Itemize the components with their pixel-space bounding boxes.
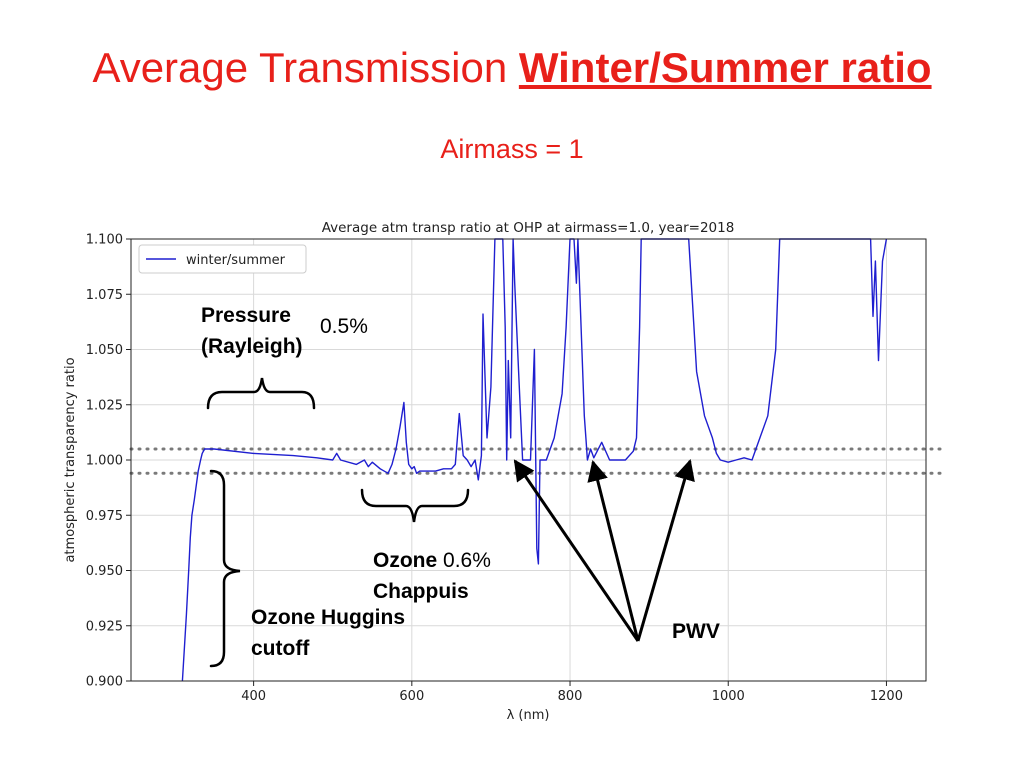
pwv-arrow-2 [587, 459, 640, 642]
chart-title: Average atm transp ratio at OHP at airma… [322, 220, 735, 236]
ozone-chappuis-line1: Ozone [373, 549, 438, 572]
pwv-label: PWV [672, 616, 720, 647]
y-tick-label: 1.025 [86, 398, 123, 413]
series-line-winter-summer [181, 238, 888, 682]
title-emphasis: Winter/Summer ratio [518, 44, 932, 91]
reference-lines [129, 447, 942, 475]
legend-box [138, 244, 307, 274]
y-tick-label: 0.950 [86, 564, 123, 579]
legend-label: winter/summer [186, 253, 286, 268]
ozone-chappuis-line2: Chappuis [373, 580, 469, 603]
pressure-percent: 0.5% [320, 315, 368, 338]
x-tick-label: 800 [558, 689, 583, 704]
slide-title: Average Transmission Winter/Summer ratio [0, 44, 1024, 92]
annotation-braces [206, 377, 470, 668]
title-plain: Average Transmission [92, 44, 508, 91]
y-tick-label: 1.075 [86, 288, 123, 303]
y-tick-label: 1.000 [86, 454, 123, 469]
y-tick-label: 0.925 [86, 619, 123, 634]
x-tick-label: 600 [399, 689, 424, 704]
ozone-chappuis-label: Ozone 0.6% Chappuis [373, 545, 491, 607]
y-tick-label: 1.050 [86, 343, 123, 358]
pwv-arrows [513, 458, 695, 642]
x-axis-label: λ (nm) [507, 708, 550, 723]
ozone-huggins-line2: cutoff [251, 637, 310, 660]
legend: winter/summer [138, 244, 307, 274]
pwv-arrow-1 [513, 459, 640, 642]
x-tick-label: 1200 [870, 689, 903, 704]
y-axis-label: atmospheric transparency ratio [63, 357, 78, 562]
pressure-brace [206, 377, 316, 410]
axis-ticks: 400 600 800 1000 1200 0.900 0.925 0.950 0.975 1.0… [86, 233, 903, 705]
x-tick-label: 1000 [712, 689, 745, 704]
pressure-label-line2: (Rayleigh) [201, 335, 303, 358]
y-tick-label: 0.900 [86, 675, 123, 690]
y-tick-label: 0.975 [86, 509, 123, 524]
ozone-huggins-line1: Ozone Huggins [251, 606, 405, 629]
x-tick-label: 400 [241, 689, 266, 704]
slide-subtitle: Airmass = 1 [440, 134, 584, 164]
chappuis-brace [360, 488, 470, 523]
pwv-arrow-3 [636, 458, 695, 642]
series-layer [181, 238, 888, 682]
pressure-label-line1: Pressure [201, 304, 291, 327]
pressure-label: Pressure (Rayleigh) [201, 300, 303, 362]
ozone-chappuis-percent: 0.6% [443, 549, 491, 572]
y-tick-label: 1.100 [86, 233, 123, 248]
huggins-brace [209, 469, 241, 668]
pwv-label-text: PWV [672, 620, 720, 643]
ozone-huggins-label: Ozone Huggins cutoff [251, 602, 405, 664]
